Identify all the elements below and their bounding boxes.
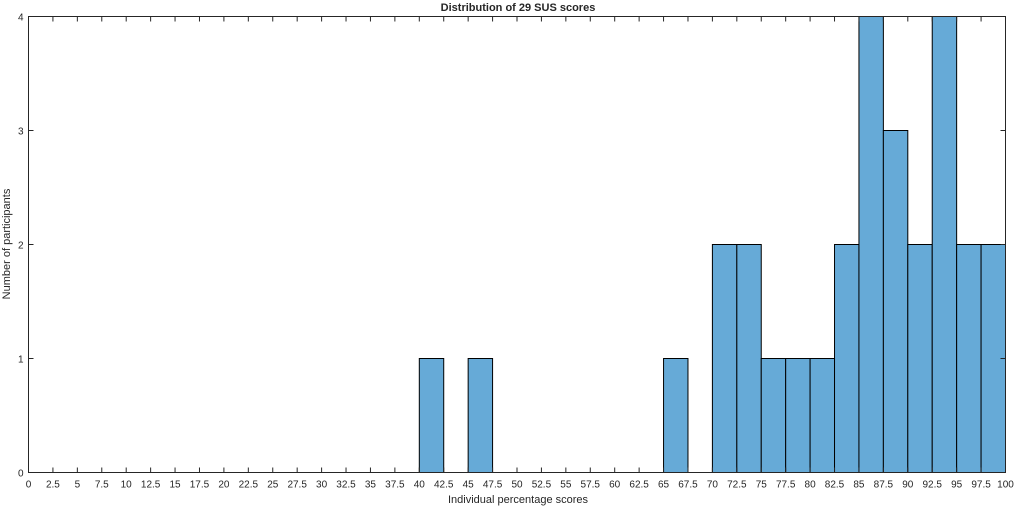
x-tick-label-5: 12.5 (141, 480, 161, 491)
x-tick-label-13: 32.5 (336, 480, 356, 491)
histogram-bar-7 (809, 358, 836, 473)
x-tick-label-29: 72.5 (727, 480, 747, 491)
chart-title: Distribution of 29 SUS scores (441, 2, 596, 14)
x-tick-label-17: 42.5 (434, 480, 454, 491)
x-tick-label-7: 17.5 (190, 480, 210, 491)
bars-group (418, 16, 1007, 473)
histogram-bar-5 (760, 358, 787, 473)
x-tick-label-11: 27.5 (287, 480, 307, 491)
x-tick-label-28: 70 (707, 480, 719, 491)
y-tick-label-4: 4 (18, 13, 24, 24)
x-tick-label-15: 37.5 (385, 480, 405, 491)
x-tick-label-35: 87.5 (874, 480, 894, 491)
histogram-bar-10 (882, 130, 909, 473)
x-tick-label-32: 80 (805, 480, 817, 491)
x-tick-label-16: 40 (414, 480, 426, 491)
plot-frame (28, 16, 1006, 473)
x-tick-label-2: 5 (75, 480, 81, 491)
histogram-bar-13 (956, 244, 982, 473)
x-tick-label-1: 2.5 (46, 480, 60, 491)
y-tick-label-0: 0 (18, 469, 24, 480)
histogram-bar-3 (711, 244, 738, 473)
histogram-bar-11 (907, 244, 933, 473)
x-tick-label-4: 10 (121, 480, 133, 491)
x-tick-label-39: 97.5 (971, 480, 991, 491)
histogram-bar-9 (858, 16, 884, 473)
x-tick-label-0: 0 (26, 480, 32, 491)
x-tick-label-38: 95 (951, 480, 963, 491)
x-tick-label-23: 57.5 (581, 480, 601, 491)
histogram-bar-0 (418, 358, 445, 473)
ticks-group: 0 2.5 5 7.5 10 12.5 15 17.5 20 22.5 25 27.5 30 32.5 35… (18, 13, 1014, 491)
x-tick-label-19: 47.5 (483, 480, 503, 491)
y-tick-label-3: 3 (18, 127, 24, 138)
x-tick-label-27: 67.5 (678, 480, 698, 491)
x-tick-label-8: 20 (218, 480, 230, 491)
x-tick-label-37: 92.5 (922, 480, 942, 491)
x-tick-label-33: 82.5 (825, 480, 845, 491)
x-axis-label: Individual percentage scores (448, 494, 589, 506)
x-tick-label-31: 77.5 (776, 480, 796, 491)
x-tick-label-34: 85 (853, 480, 865, 491)
y-tick-label-1: 1 (18, 355, 24, 366)
histogram-bar-6 (785, 358, 811, 473)
x-tick-label-25: 62.5 (629, 480, 649, 491)
x-tick-label-20: 50 (511, 480, 523, 491)
histogram-bar-1 (467, 358, 494, 473)
x-tick-label-3: 7.5 (95, 480, 109, 491)
x-tick-label-30: 75 (756, 480, 768, 491)
x-tick-label-14: 35 (365, 480, 377, 491)
x-tick-label-21: 52.5 (532, 480, 552, 491)
x-tick-label-12: 30 (316, 480, 328, 491)
y-tick-label-2: 2 (18, 241, 24, 252)
x-tick-label-18: 45 (463, 480, 475, 491)
x-tick-label-24: 60 (609, 480, 621, 491)
x-tick-label-10: 25 (267, 480, 279, 491)
histogram-bar-12 (931, 16, 958, 473)
x-tick-label-36: 90 (902, 480, 914, 491)
x-tick-label-40: 100 (997, 480, 1014, 491)
histogram-bar-4 (736, 244, 762, 473)
histogram-bar-8 (834, 244, 860, 473)
y-axis-label: Number of participants (1, 188, 13, 299)
x-tick-label-26: 65 (658, 480, 670, 491)
x-tick-label-22: 55 (560, 480, 572, 491)
histogram-bar-2 (663, 358, 689, 473)
x-tick-label-9: 22.5 (239, 480, 259, 491)
x-tick-label-6: 15 (169, 480, 181, 491)
